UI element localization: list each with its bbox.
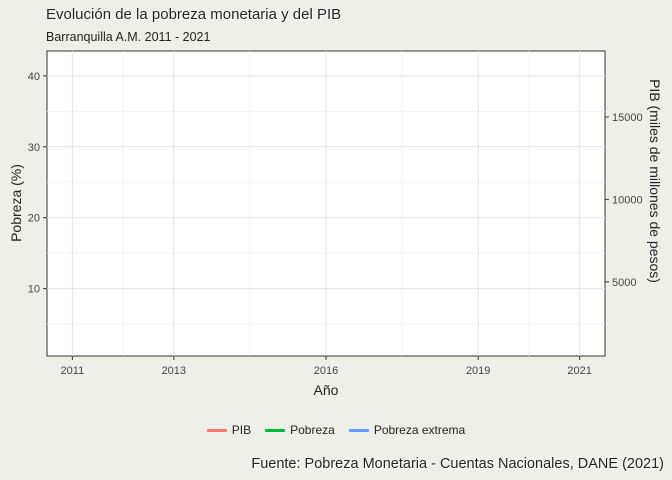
y-tick-label: 10 <box>28 284 40 296</box>
y-tick-label: 20 <box>28 213 40 225</box>
y-tick-label: 40 <box>28 71 40 83</box>
x-tick-label: 2011 <box>61 365 85 377</box>
x-tick-label: 2019 <box>466 365 490 377</box>
y-axis-left: 10 20 30 40 <box>28 71 47 296</box>
legend-label-pib: PIB <box>231 423 252 437</box>
y-axis-label: Pobreza (%) <box>8 164 24 242</box>
legend-item-pib: PIB <box>206 423 252 437</box>
legend-item-pobreza-extrema: Pobreza extrema <box>348 423 466 437</box>
legend-label-pobreza-extrema: Pobreza extrema <box>373 423 466 437</box>
x-axis-label: Año <box>314 382 339 398</box>
y2-tick-label: 5000 <box>612 277 636 289</box>
x-tick-label: 2016 <box>314 365 338 377</box>
x-tick-label: 2021 <box>567 365 591 377</box>
grid-major <box>47 51 605 356</box>
y2-tick-label: 15000 <box>612 112 643 124</box>
chart-subtitle: Barranquilla A.M. 2011 - 2021 <box>46 30 211 44</box>
chart-caption: Fuente: Pobreza Monetaria - Cuentas Naci… <box>251 456 664 472</box>
legend-key-pobreza <box>265 428 286 432</box>
legend-label-pobreza: Pobreza <box>290 423 335 437</box>
legend-key-pobreza-extrema <box>348 428 369 432</box>
chart-title: Evolución de la pobreza monetaria y del … <box>46 6 342 23</box>
y-tick-label: 30 <box>28 142 40 154</box>
x-axis: 2011 2013 2016 2019 2021 <box>61 356 592 377</box>
y2-axis-label: PIB (miles de millones de pesos) <box>647 79 663 283</box>
legend-item-pobreza: Pobreza <box>265 423 335 437</box>
y-axis-right: 5000 10000 15000 <box>605 112 643 289</box>
y2-tick-label: 10000 <box>612 194 643 206</box>
legend-key-pib <box>206 428 227 432</box>
legend: PIB Pobreza Pobreza extrema <box>0 423 672 437</box>
x-tick-label: 2013 <box>162 365 186 377</box>
